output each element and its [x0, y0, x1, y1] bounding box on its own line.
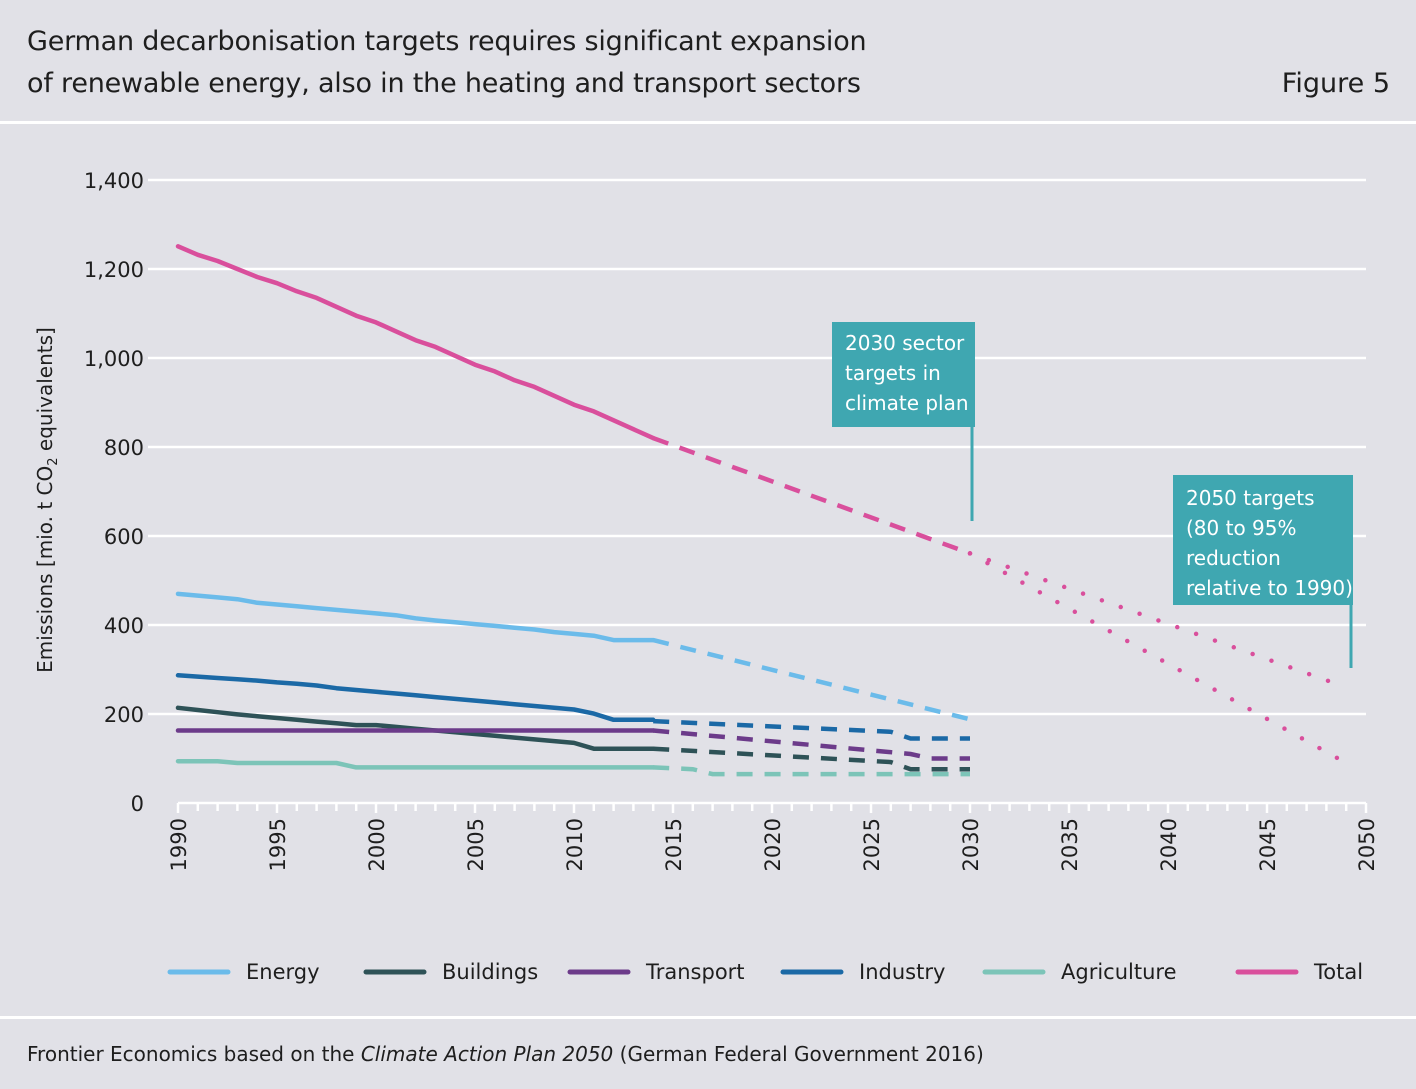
- x-tick-label: 2025: [860, 818, 884, 871]
- buildings-2030-projection-line: [653, 746, 970, 772]
- agriculture-historic-line: [175, 758, 656, 770]
- x-tick-label: 2045: [1256, 818, 1280, 871]
- annotation-2030-targets-text: targets in: [845, 361, 941, 385]
- x-tick-label: 2050: [1355, 818, 1379, 871]
- annotation-2030-targets-box: [832, 322, 975, 427]
- header: German decarbonisation targets requires …: [0, 0, 1416, 122]
- emissions-chart: 0 200 400 600 800 1,000 1,200 1,400 1990 1995 2000…: [33, 169, 1379, 984]
- annotation-2050-targets-box: [1173, 475, 1353, 605]
- legend-label-agriculture: Agriculture: [1061, 960, 1177, 984]
- annotation-2050-targets-text: relative to 1990): [1186, 576, 1353, 600]
- x-tick-label: 2010: [563, 818, 587, 871]
- energy-2030-projection-line: [652, 637, 971, 722]
- annotation-2050-targets-text: reduction: [1186, 546, 1281, 570]
- total-2030-projection-line: [652, 435, 971, 556]
- legend-label-buildings: Buildings: [442, 960, 538, 984]
- source-prefix: Frontier Economics based on the: [27, 1042, 361, 1066]
- agriculture-2030-projection-line: [653, 765, 970, 777]
- legend: Energy Buildings Transport Industry Agricult…: [167, 960, 1363, 984]
- grid-lines: [148, 178, 1366, 716]
- annotation-2050-targets-text: (80 to 95%: [1186, 516, 1297, 540]
- annotation-2030-targets-text: 2030 sector: [845, 331, 965, 355]
- legend-item-transport: Transport: [567, 960, 745, 984]
- chart-title-line-2: of renewable energy, also in the heating…: [27, 68, 861, 99]
- x-tick-label: 2020: [761, 818, 785, 871]
- series-lines: [175, 244, 1349, 777]
- axes: 0 200 400 600 800 1,000 1,200 1,400 1990 1995 2000…: [33, 169, 1379, 871]
- x-tick-label: 2015: [662, 818, 686, 871]
- x-tick-label: 2040: [1157, 818, 1181, 871]
- energy-historic-line: [175, 591, 656, 643]
- header-divider: [0, 121, 1416, 124]
- source-suffix: (German Federal Government 2016): [613, 1042, 984, 1066]
- legend-item-total: Total: [1235, 960, 1363, 984]
- total-2050-target-high-line: [967, 551, 1349, 766]
- x-tick-label: 2035: [1058, 818, 1082, 871]
- legend-label-transport: Transport: [645, 960, 745, 984]
- source-note: Frontier Economics based on the Climate …: [27, 1042, 984, 1066]
- annotation-2030-targets-text: climate plan: [845, 391, 969, 415]
- footer-divider: [0, 1016, 1416, 1019]
- legend-label-energy: Energy: [246, 960, 320, 984]
- total-historic-line: [175, 244, 656, 441]
- legend-label-total: Total: [1313, 960, 1363, 984]
- x-tick-label: 2005: [464, 818, 488, 871]
- legend-label-industry: Industry: [859, 960, 945, 984]
- chart-title-line-1: German decarbonisation targets requires …: [27, 26, 867, 57]
- legend-item-buildings: Buildings: [363, 960, 538, 984]
- y-axis-label: Emissions [mio. t CO2 equivalents]: [33, 327, 61, 673]
- total-2050-target-low-line: [967, 551, 1349, 690]
- y-tick-label: 600: [104, 525, 144, 549]
- y-tick-label: 800: [104, 436, 144, 460]
- industry-historic-line: [175, 673, 656, 723]
- source-title: Climate Action Plan 2050: [360, 1042, 614, 1066]
- x-tick-label: 1990: [167, 818, 191, 871]
- legend-item-agriculture: Agriculture: [982, 960, 1177, 984]
- y-tick-label: 1,000: [84, 347, 144, 371]
- transport-2030-projection-line: [652, 728, 970, 761]
- y-tick-label: 0: [131, 792, 144, 816]
- x-tick-label: 1995: [266, 818, 290, 871]
- y-tick-label: 1,200: [84, 258, 144, 282]
- chart-area: 0 200 400 600 800 1,000 1,200 1,400 1990 1995 2000…: [0, 124, 1416, 1016]
- y-tick-label: 1,400: [84, 169, 144, 193]
- figure-label: Figure 5: [1281, 68, 1390, 99]
- industry-2030-projection-line: [653, 718, 970, 741]
- x-tick-label: 2000: [365, 818, 389, 871]
- legend-item-energy: Energy: [167, 960, 320, 984]
- legend-item-industry: Industry: [780, 960, 945, 984]
- annotations: 2030 sector targets in climate plan 2050 ta…: [832, 322, 1353, 668]
- y-tick-label: 200: [104, 703, 144, 727]
- x-tick-label: 2030: [959, 818, 983, 871]
- y-tick-label: 400: [104, 614, 144, 638]
- annotation-2050-targets-text: 2050 targets: [1186, 486, 1315, 510]
